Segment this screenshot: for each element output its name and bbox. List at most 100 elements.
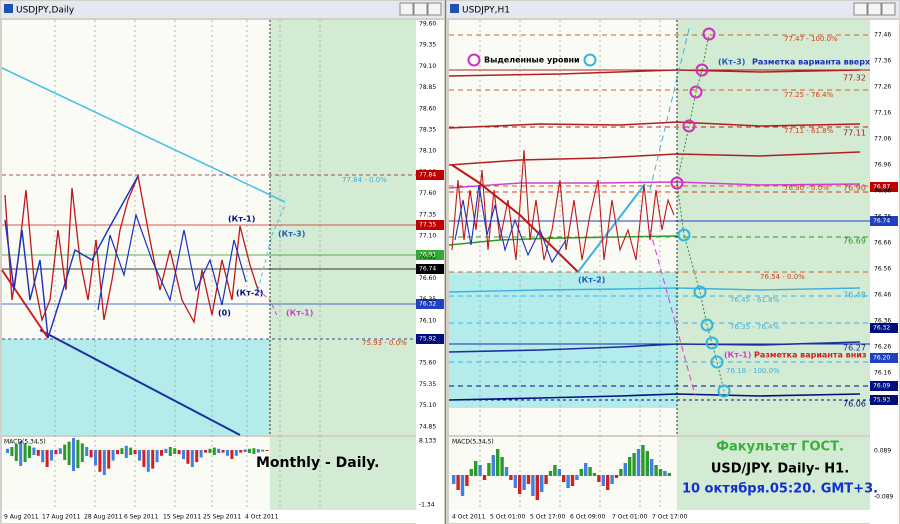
- macd-bar: [654, 465, 658, 476]
- label: 76.06: [874, 396, 891, 403]
- macd-bar: [265, 450, 269, 451]
- macd-bar: [76, 439, 80, 468]
- macd-bar: [513, 475, 517, 488]
- macd-bar: [261, 449, 265, 452]
- label: 9 Aug 2011: [4, 514, 39, 521]
- macd-bar: [474, 461, 478, 476]
- macd-bar: [496, 449, 500, 476]
- macd-bar: [28, 445, 31, 458]
- macd-bar: [217, 448, 221, 453]
- macd-bar: [168, 447, 172, 456]
- label: 77.06: [874, 136, 891, 143]
- macd-bar: [182, 450, 185, 459]
- label: 76.27: [843, 344, 866, 353]
- label: 8.133: [419, 438, 436, 445]
- macd-bar: [199, 450, 203, 458]
- macd-bar: [606, 475, 610, 490]
- label: 76.10: [419, 317, 436, 324]
- label: 78.85: [419, 84, 436, 91]
- label: 78.35: [419, 127, 436, 134]
- price-line: [39, 329, 241, 436]
- macd-bar: [67, 441, 71, 465]
- macd-bar: [252, 448, 256, 454]
- label: (Кт-1): [724, 351, 751, 360]
- macd-bar: [146, 450, 150, 472]
- macd-bar: [41, 450, 45, 463]
- macd-bar: [133, 450, 137, 455]
- label: (Кт-1): [228, 215, 255, 224]
- macd-bar: [650, 459, 654, 476]
- macd-bar: [120, 448, 124, 454]
- price-line: [448, 341, 861, 353]
- macd-bar: [588, 467, 592, 476]
- macd-bar: [239, 450, 243, 453]
- price-tag: [416, 220, 444, 230]
- macd-bar: [204, 450, 207, 453]
- macd-bar: [522, 475, 526, 490]
- price-line: [649, 24, 691, 191]
- macd-bar: [164, 448, 168, 453]
- window-button[interactable]: [881, 2, 896, 16]
- macd-bar: [89, 450, 93, 458]
- label: 4 Oct 2011: [452, 514, 485, 521]
- label: -1.34: [419, 502, 435, 509]
- label: 78.60: [419, 105, 436, 112]
- label: 77.26: [874, 84, 891, 91]
- price-tag: [416, 250, 444, 260]
- macd-bar: [142, 450, 146, 467]
- macd-bar: [116, 450, 119, 455]
- window-button[interactable]: [399, 2, 414, 16]
- label: 76.66: [874, 240, 891, 247]
- macd-bar: [45, 450, 49, 467]
- macd-bar: [19, 441, 23, 466]
- macd-bar: [544, 475, 548, 484]
- level-marker: [695, 63, 709, 77]
- macd-bar: [487, 463, 491, 476]
- price-tag: [870, 395, 898, 405]
- label: 77.11: [843, 129, 866, 138]
- level-marker: [710, 355, 724, 369]
- price-line: [451, 149, 675, 261]
- macd-bar: [151, 450, 155, 469]
- price-line: [676, 33, 710, 184]
- label: 77.16: [874, 110, 891, 117]
- window-button[interactable]: [853, 2, 868, 16]
- label: 76.26: [874, 344, 891, 351]
- macd-bar: [460, 475, 465, 496]
- macd-bar: [102, 450, 106, 475]
- macd-bar: [553, 465, 557, 476]
- label: 76.32: [873, 325, 890, 332]
- range-zone: [449, 272, 677, 408]
- window-button[interactable]: [427, 2, 442, 16]
- label: 77.85: [419, 169, 436, 176]
- label: 76.60: [419, 275, 436, 282]
- macd-bar: [36, 450, 40, 456]
- window-button[interactable]: [867, 2, 882, 16]
- macd-bar: [32, 447, 36, 455]
- window-icon: [450, 4, 459, 13]
- macd-bar: [50, 450, 53, 461]
- macd-bar: [610, 475, 614, 484]
- macd-bar: [173, 448, 177, 454]
- label: 76.91: [419, 252, 436, 259]
- macd-bar: [456, 475, 460, 490]
- window-button[interactable]: [413, 2, 428, 16]
- macd-bar: [80, 443, 84, 462]
- level-marker: [670, 176, 684, 190]
- price-line: [676, 182, 725, 392]
- macd-bar: [667, 473, 671, 476]
- macd-bar: [526, 475, 531, 484]
- macd-bar: [248, 448, 251, 453]
- price-line: [451, 164, 579, 273]
- label: 5 Oct 17:00: [530, 514, 565, 521]
- label: 77.60: [419, 190, 436, 197]
- macd-bar: [177, 450, 181, 455]
- label: 75.92: [419, 336, 436, 343]
- macd-bar: [226, 450, 229, 456]
- macd-bar: [584, 463, 588, 476]
- price-line: [448, 151, 861, 166]
- label: 77.35: [419, 211, 436, 218]
- label: 76.18 - 100.0%: [726, 367, 780, 375]
